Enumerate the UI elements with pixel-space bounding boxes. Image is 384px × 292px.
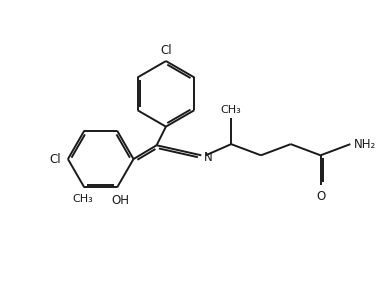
Text: N: N	[204, 151, 213, 164]
Text: Cl: Cl	[50, 152, 61, 166]
Text: O: O	[316, 190, 325, 203]
Text: OH: OH	[111, 194, 129, 207]
Text: Cl: Cl	[160, 44, 172, 57]
Text: CH₃: CH₃	[221, 105, 242, 115]
Text: CH₃: CH₃	[72, 194, 93, 204]
Text: NH₂: NH₂	[354, 138, 376, 151]
